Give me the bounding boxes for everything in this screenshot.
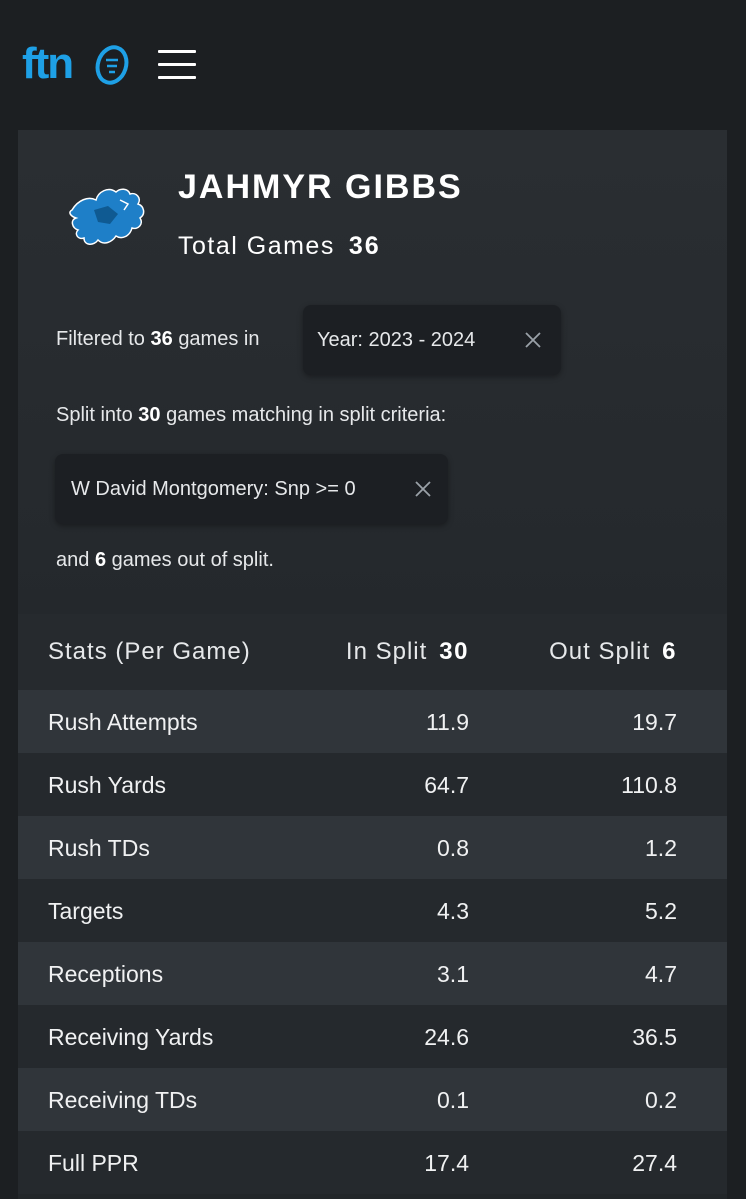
table-row: Rush Attempts 11.9 19.7 bbox=[18, 690, 727, 753]
out-split-value: 1.2 bbox=[645, 835, 677, 861]
year-filter-label: Year: 2023 - 2024 bbox=[317, 328, 476, 351]
year-filter-chip[interactable]: Year: 2023 - 2024 bbox=[303, 305, 561, 375]
split-criteria-chip[interactable]: W David Montgomery: Snp >= 0 bbox=[55, 454, 448, 524]
ftn-logo-text: ftn bbox=[22, 39, 72, 88]
out-split-value: 0.2 bbox=[645, 1087, 677, 1113]
stats-table: Stats (Per Game) In Split 30 Out Split 6 R… bbox=[18, 614, 727, 1194]
out-split-value: 4.7 bbox=[645, 961, 677, 987]
in-split-value: 64.7 bbox=[424, 772, 469, 798]
out-split-summary: and 6 games out of split. bbox=[56, 549, 274, 572]
split-count: 30 bbox=[138, 404, 161, 426]
stat-name: Full PPR bbox=[48, 1150, 139, 1176]
out-split-count: 6 bbox=[94, 549, 107, 571]
total-games-value: 36 bbox=[348, 232, 381, 260]
table-row: Full PPR 17.4 27.4 bbox=[18, 1131, 727, 1194]
filter-suffix: games in bbox=[178, 328, 260, 350]
table-row: Rush TDs 0.8 1.2 bbox=[18, 816, 727, 879]
out-split-prefix: and bbox=[56, 549, 90, 571]
close-icon[interactable] bbox=[521, 328, 545, 352]
table-row: Receptions 3.1 4.7 bbox=[18, 942, 727, 1005]
header-out-split[interactable]: Out Split 6 bbox=[549, 638, 677, 666]
top-bar: ftn bbox=[0, 0, 746, 130]
in-split-value: 3.1 bbox=[437, 961, 469, 987]
in-split-value: 24.6 bbox=[424, 1024, 469, 1050]
in-split-value: 0.8 bbox=[437, 835, 469, 861]
table-row: Receiving TDs 0.1 0.2 bbox=[18, 1068, 727, 1131]
out-split-value: 36.5 bbox=[632, 1024, 677, 1050]
in-split-value: 11.9 bbox=[425, 709, 469, 735]
stat-name: Receiving TDs bbox=[48, 1087, 198, 1113]
stat-name: Receptions bbox=[48, 961, 164, 987]
stat-name: Receiving Yards bbox=[48, 1024, 214, 1050]
table-row: Targets 4.3 5.2 bbox=[18, 879, 727, 942]
filter-prefix: Filtered to bbox=[56, 328, 145, 350]
in-split-value: 4.3 bbox=[437, 898, 469, 924]
in-split-value: 0.1 bbox=[437, 1087, 469, 1113]
split-prefix: Split into bbox=[56, 404, 133, 426]
table-row: Rush Yards 64.7 110.8 bbox=[18, 753, 727, 816]
header-stat: Stats (Per Game) bbox=[48, 638, 251, 665]
split-criteria-label: W David Montgomery: Snp >= 0 bbox=[71, 477, 356, 500]
stats-table-header: Stats (Per Game) In Split 30 Out Split 6 bbox=[18, 614, 727, 690]
player-split-panel: JAHMYR GIBBS Total Games 36 Filtered to 3… bbox=[18, 130, 727, 1199]
header-in-split[interactable]: In Split 30 bbox=[346, 638, 469, 666]
header-out-split-count: 6 bbox=[662, 638, 677, 665]
total-games-label: Total Games bbox=[178, 232, 335, 260]
table-row: Receiving Yards 24.6 36.5 bbox=[18, 1005, 727, 1068]
out-split-value: 19.7 bbox=[632, 709, 677, 735]
out-split-value: 27.4 bbox=[632, 1150, 677, 1176]
stat-name: Rush TDs bbox=[48, 835, 150, 861]
close-icon[interactable] bbox=[411, 477, 435, 501]
filter-summary: Filtered to 36 games in bbox=[56, 328, 259, 351]
header-in-split-count: 30 bbox=[439, 638, 469, 665]
out-split-value: 5.2 bbox=[645, 898, 677, 924]
header-out-split-label: Out Split bbox=[549, 638, 651, 665]
detroit-lions-logo-icon bbox=[69, 188, 145, 245]
ftn-logo[interactable]: ftn bbox=[22, 38, 130, 88]
split-summary: Split into 30 games matching in split cr… bbox=[56, 404, 446, 427]
stat-name: Rush Attempts bbox=[48, 709, 198, 735]
stat-name: Targets bbox=[48, 898, 124, 924]
player-name: JAHMYR GIBBS bbox=[178, 168, 463, 206]
stat-name: Rush Yards bbox=[48, 772, 167, 798]
hamburger-menu-icon[interactable] bbox=[152, 44, 202, 86]
filter-count: 36 bbox=[150, 328, 173, 350]
total-games: Total Games 36 bbox=[178, 232, 381, 261]
header-in-split-label: In Split bbox=[345, 638, 428, 665]
split-suffix: games matching in split criteria: bbox=[166, 404, 447, 426]
out-split-value: 110.8 bbox=[621, 772, 677, 798]
in-split-value: 17.4 bbox=[424, 1150, 469, 1176]
out-split-suffix: games out of split. bbox=[111, 549, 274, 571]
